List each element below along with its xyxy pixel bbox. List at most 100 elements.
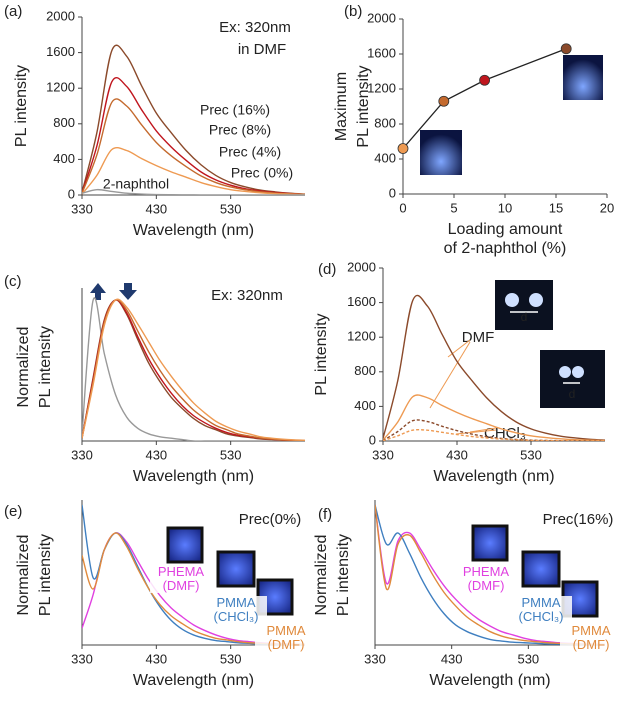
x-tick-label: 530 [220,651,242,666]
panel-label: (d) [318,261,336,278]
x-axis-label: Loading amount [448,221,563,238]
x-tick-label: 15 [549,200,563,215]
point [397,143,409,154]
series-line [82,298,305,441]
arrow-down [119,283,137,300]
inset [495,280,553,330]
annotation: d [521,310,528,324]
x-tick-label: 0 [399,200,406,215]
x-axis-label: of 2-naphthol (%) [444,240,567,257]
annotation: d [569,387,576,401]
x-tick-label: 530 [220,201,242,216]
y-tick-label: 800 [354,363,376,378]
y-tick-label: 400 [374,150,396,165]
annotation: in DMF [238,41,286,58]
x-tick-label: 430 [441,651,463,666]
x-tick-label: 330 [364,651,386,666]
panel-label: (c) [4,273,22,290]
x-tick-label: 530 [517,651,539,666]
x-tick-label: 5 [450,200,457,215]
photo [563,55,603,100]
x-axis-label: Wavelength (nm) [433,468,554,485]
inset [540,350,605,408]
x-axis-label: Wavelength (nm) [133,468,254,485]
y-axis-label: Normalized [313,535,330,616]
series-label: Prec (16%) [200,102,270,118]
series-label: PMMA (CHCl₃) [205,596,267,624]
y-axis-label: PL intensity [335,534,352,616]
x-axis-label: Wavelength (nm) [133,222,254,239]
series-label: PMMA (DMF) [255,624,317,652]
panel-label: (b) [344,3,362,20]
y-tick-label: 400 [354,398,376,413]
x-tick-label: 430 [145,651,167,666]
point [438,95,450,107]
y-tick-label: 2000 [46,8,75,23]
series-label: PHEMA (DMF) [150,565,212,593]
annotation: CHCl₃ [484,425,526,442]
film-photo [166,526,204,564]
y-tick-label: 800 [374,115,396,130]
x-axis-label: Wavelength (nm) [429,672,550,689]
x-tick-label: 330 [372,447,394,462]
series-label: PMMA (CHCl₃) [510,596,572,624]
series-label: PMMA (DMF) [560,624,620,652]
y-axis-label: Maximum [333,72,350,141]
series-label: Prec (0%) [231,165,293,181]
film-photo [216,550,256,588]
series-line [82,146,305,195]
panel-label: (e) [4,503,22,520]
y-tick-label: 1200 [347,329,376,344]
annotation: DMF [462,329,495,346]
annotation: Ex: 320nm [211,287,283,304]
annotation: Prec(0%) [239,511,302,528]
inset-dot [559,366,571,378]
x-tick-label: 330 [71,447,93,462]
y-axis-label: PL intensity [37,326,54,408]
y-tick-label: 400 [53,151,75,166]
series-line [82,297,305,441]
y-tick-label: 2000 [347,259,376,274]
series-line [383,428,605,441]
y-tick-label: 2000 [367,10,396,25]
series-line [82,298,305,441]
y-tick-label: 1600 [46,44,75,59]
series-label: PHEMA (DMF) [455,565,517,593]
leader-line [469,427,497,433]
y-tick-label: 0 [389,185,396,200]
series-line [383,294,605,441]
y-tick-label: 0 [369,432,376,447]
leader-line [447,339,471,358]
x-tick-label: 430 [145,447,167,462]
x-tick-label: 330 [71,651,93,666]
y-tick-label: 1200 [46,80,75,95]
x-tick-label: 530 [520,447,542,462]
y-axis-label: Normalized [15,535,32,616]
x-tick-label: 10 [498,200,512,215]
series-line [82,188,305,195]
series-line [82,98,305,195]
inset-dot [505,293,519,307]
photo [420,130,462,175]
inset-dot [572,366,584,378]
leader-line [455,429,497,435]
x-tick-label: 430 [145,201,167,216]
y-axis-label: PL intensity [13,65,30,147]
y-axis-label: PL intensity [313,313,330,395]
x-tick-label: 530 [220,447,242,462]
y-tick-label: 1200 [367,80,396,95]
series-label: 2-naphthol [103,176,169,192]
y-tick-label: 0 [68,186,75,201]
point [560,43,572,55]
x-tick-label: 20 [600,200,614,215]
annotation: Prec(16%) [543,511,614,528]
series-label: Prec (4%) [219,144,281,160]
leader-line [429,341,471,409]
trend-line [402,48,567,149]
series-line [82,44,305,195]
series-line [383,394,605,441]
y-axis-label: PL intensity [355,65,372,147]
film-photo [521,550,561,588]
